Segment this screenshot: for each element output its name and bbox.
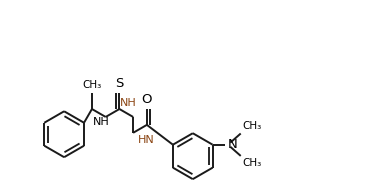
Text: CH₃: CH₃: [243, 158, 262, 168]
Text: CH₃: CH₃: [82, 80, 101, 90]
Text: HN: HN: [138, 135, 155, 145]
Text: O: O: [142, 93, 152, 106]
Text: S: S: [115, 77, 123, 90]
Text: NH: NH: [92, 117, 109, 127]
Text: N: N: [228, 138, 237, 151]
Text: NH: NH: [120, 98, 137, 108]
Text: CH₃: CH₃: [243, 121, 262, 131]
